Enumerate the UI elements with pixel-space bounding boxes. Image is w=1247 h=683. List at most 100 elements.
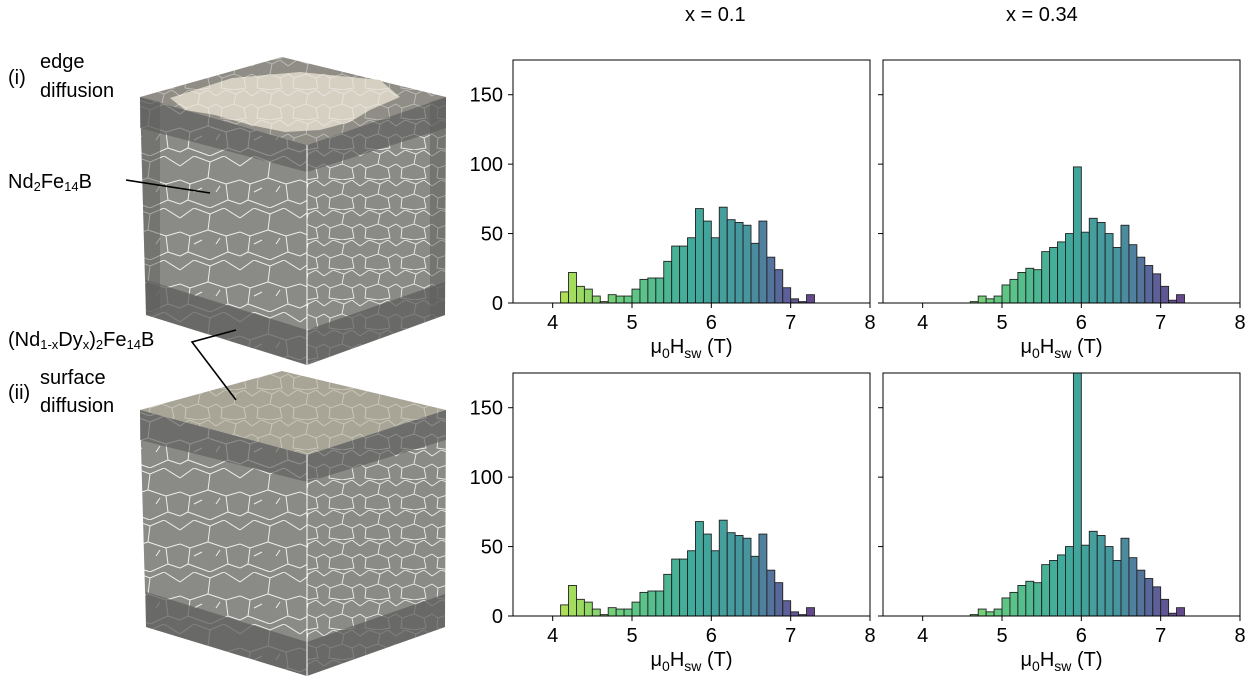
histogram-bar [1065, 546, 1074, 617]
histogram-bar [726, 532, 736, 617]
case-ii-marker: (ii) [8, 382, 31, 404]
histogram-bar [1080, 544, 1090, 617]
histogram-bar [1017, 272, 1027, 304]
histogram-bar [766, 569, 776, 617]
histogram-bar [583, 601, 593, 617]
histogram-bar [615, 295, 625, 304]
histogram-bar [1017, 585, 1027, 617]
histogram-bar [576, 598, 585, 617]
histogram-bar [702, 533, 712, 617]
plot-frame [882, 372, 1241, 617]
column-title-x034: x = 0.34 [1006, 4, 1078, 26]
histogram-bar [734, 222, 744, 304]
histogram-bar [1152, 273, 1162, 304]
y-tick-label: 150 [470, 85, 503, 107]
histogram-bar [1072, 372, 1082, 617]
y-tick-label: 150 [470, 398, 503, 420]
histogram-bar [806, 607, 815, 617]
x-tick-label: 4 [547, 312, 558, 334]
cube-surface-diffusion [140, 371, 446, 676]
histogram-bar [750, 242, 760, 304]
histogram-bar [1072, 166, 1082, 304]
histogram-bar [1136, 256, 1146, 304]
histogram-bar [1057, 241, 1066, 304]
histogram-bar [695, 521, 704, 617]
case-i-line1: edge [40, 51, 85, 73]
x-tick-label: 7 [785, 625, 796, 647]
histogram-bar [1160, 285, 1170, 304]
main-phase-label: Nd2Fe14B [8, 171, 92, 194]
histogram-bar [631, 601, 641, 617]
histogram-bar [702, 220, 712, 304]
histogram-bar [1176, 607, 1185, 617]
histogram-bar [560, 291, 569, 304]
leader-line-shell-phase [190, 329, 237, 401]
histogram-bar [1104, 233, 1114, 304]
histogram-bar [639, 591, 649, 617]
histogram-ii-x0.34: 4 5 6 7 8 μ0Hsw (T) [878, 372, 1246, 674]
x-tick-label: 8 [1234, 625, 1245, 647]
histogram-bar [710, 550, 720, 617]
x-tick-label: 5 [626, 625, 637, 647]
x-tick-label: 6 [706, 625, 717, 647]
case-ii-line1: surface [40, 367, 106, 389]
histogram-ii-x0.1: 4 5 6 7 8 0 50 100 150 μ0Hsw (T) [470, 372, 876, 674]
x-axis-label: μ0Hsw (T) [1021, 336, 1103, 361]
histogram-bar [639, 278, 649, 304]
histogram-bar [1128, 557, 1138, 617]
histogram-bar [718, 206, 728, 304]
cube-edge-diffusion [140, 57, 446, 365]
histogram-bar [1088, 530, 1098, 617]
x-axis-label: μ0Hsw (T) [651, 649, 733, 674]
histogram-bar [726, 219, 736, 304]
histogram-bar [1160, 598, 1170, 617]
histogram-bar [663, 573, 673, 617]
case-ii-line2: diffusion [40, 395, 115, 417]
histogram-bar [1049, 247, 1058, 304]
histogram-i-x0.34: 4 5 6 7 8 μ0Hsw (T) [878, 59, 1246, 361]
histogram-bar [655, 277, 665, 304]
histogram-bar [710, 237, 720, 304]
histogram-bar [758, 533, 768, 617]
histogram-bar [1080, 231, 1090, 304]
histogram-bar [568, 272, 577, 304]
histogram-bar [1120, 224, 1130, 304]
column-title-x01: x = 0.1 [685, 4, 746, 26]
histogram-bar [560, 604, 569, 617]
histogram-bar [985, 611, 995, 617]
histogram-bar [591, 295, 601, 304]
x-tick-label: 5 [996, 625, 1007, 647]
histogram-bar [1033, 269, 1043, 304]
histogram-bar [766, 256, 776, 304]
histogram-bar [1001, 597, 1011, 617]
microstructure-cubes [125, 57, 446, 676]
histogram-bar [774, 582, 784, 617]
histogram-bar [1128, 244, 1138, 304]
x-tick-label: 5 [996, 312, 1007, 334]
shell-phase-label: (Nd1-xDyx)2Fe14B [8, 329, 155, 352]
histogram-bar [1104, 546, 1114, 617]
histogram-bar [647, 590, 657, 617]
histogram-bar [742, 537, 752, 617]
histogram-bar [782, 287, 792, 304]
histogram-bar [1065, 233, 1074, 304]
histogram-bar [1112, 247, 1122, 304]
histogram-bar [687, 237, 696, 304]
histogram-bar [977, 295, 987, 304]
histogram-bar [1120, 537, 1130, 617]
histogram-bar [1096, 222, 1106, 304]
histogram-bar [663, 260, 673, 304]
x-tick-label: 5 [626, 312, 637, 334]
histogram-bar [655, 590, 665, 617]
histogram-bar [671, 558, 681, 617]
y-tick-label: 0 [492, 293, 503, 315]
histogram-i-x0.1: 4 5 6 7 8 0 50 100 150 μ0Hsw (T) [470, 59, 876, 361]
histogram-bar [1057, 554, 1066, 617]
histogram-bar [1144, 578, 1154, 617]
histogram-bar [1144, 265, 1154, 304]
x-tick-label: 8 [864, 312, 875, 334]
histogram-bar [631, 288, 641, 304]
histogram-bar [790, 611, 800, 617]
histogram-bar [1041, 564, 1051, 617]
